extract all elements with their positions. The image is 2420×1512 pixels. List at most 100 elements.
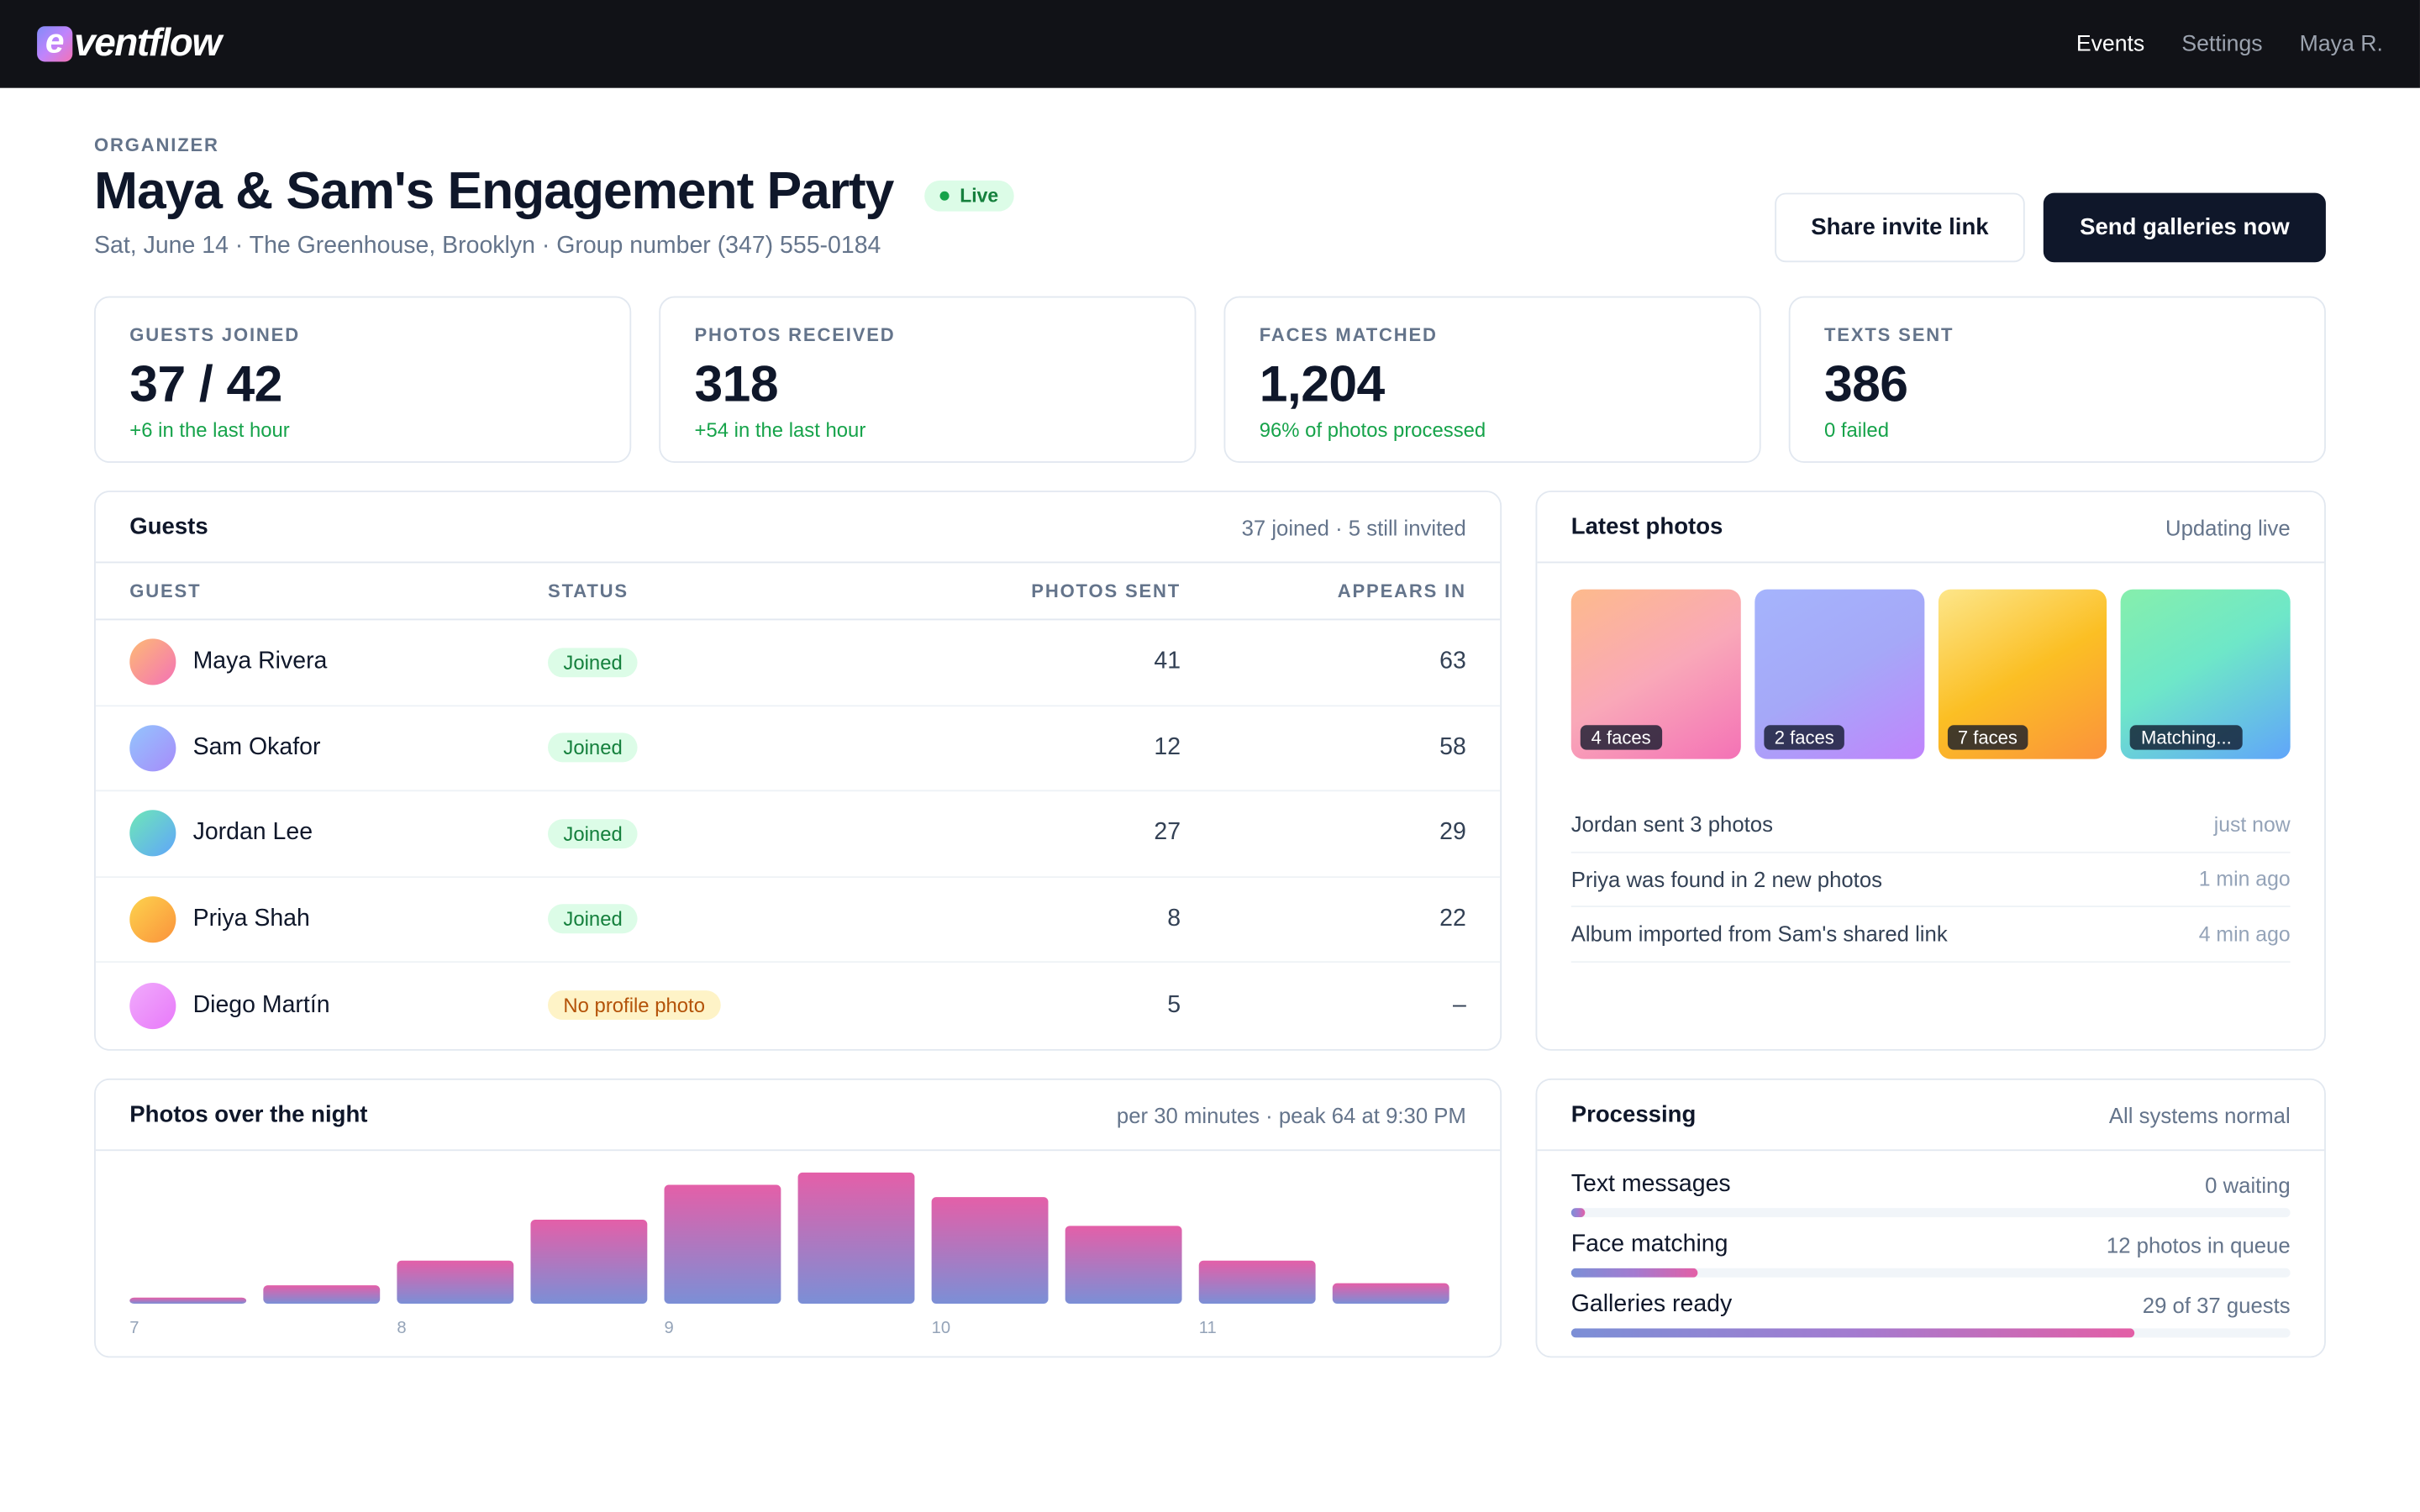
send-galleries-button[interactable]: Send galleries now (2043, 192, 2326, 263)
photo-thumbnail[interactable]: 7 faces (1937, 589, 2107, 759)
page-title: Maya & Sam's Engagement Party (94, 161, 894, 221)
header-actions: Share invite link Send galleries now (1775, 192, 2326, 263)
activity-item: Album imported from Sam's shared link 4 … (1570, 907, 2291, 963)
table-row[interactable]: Maya Rivera Joined 41 63 (95, 620, 1501, 706)
avatar (129, 982, 176, 1029)
processing-label: Text messages (1570, 1171, 1731, 1198)
top-nav: Events Settings Maya R. (2076, 32, 2383, 56)
status-badge-label: Live (960, 184, 999, 207)
chart-bar (931, 1197, 1049, 1305)
chart-tick-label: 10 (932, 1319, 950, 1337)
live-dot-icon (939, 190, 950, 200)
chart-bar (530, 1220, 648, 1305)
chart-bar (1332, 1283, 1449, 1305)
appears-in-cell: 58 (1439, 733, 1466, 761)
progress-fill (1570, 1268, 1698, 1278)
status-cell: Joined (548, 647, 887, 677)
photo-thumbnail[interactable]: 2 faces (1754, 589, 1924, 759)
stat-value: 386 (1823, 354, 1908, 412)
table-row[interactable]: Diego Martín No profile photo 5 – (96, 963, 1500, 1048)
face-count-tag: Matching... (2130, 725, 2243, 750)
processing-row-face-matching: Face matching 12 photos in queue (1570, 1231, 2291, 1278)
processing-meta: All systems normal (2108, 1102, 2291, 1127)
stat-delta: +54 in the last hour (694, 417, 866, 441)
appears-in-cell: – (1453, 991, 1466, 1018)
photos-sent-cell: 27 (1154, 819, 1181, 846)
photo-thumbnails: 4 faces 2 faces 7 faces Matching... (1537, 563, 2324, 759)
face-count-tag: 2 faces (1763, 725, 1845, 750)
appears-in-cell: 29 (1439, 819, 1466, 846)
page-eyebrow: ORGANIZER (94, 134, 219, 156)
photos-chart-card: Photos over the night per 30 minutes · p… (94, 1078, 1502, 1358)
logo-mark: e (37, 24, 73, 62)
processing-card: Processing All systems normal Text messa… (1535, 1078, 2326, 1358)
guest-name: Priya Shah (192, 905, 310, 932)
stat-label: PHOTOS RECEIVED (694, 323, 896, 346)
photos-chart-header: Photos over the night per 30 minutes · p… (95, 1080, 1501, 1152)
activity-feed: Jordan sent 3 photos just now Priya was … (1537, 759, 2324, 963)
guests-table-body: Maya Rivera Joined 41 63 Sam Okafor Join… (95, 620, 1501, 1048)
stat-label: TEXTS SENT (1823, 323, 1954, 346)
avatar (129, 638, 176, 685)
activity-time: 1 min ago (2198, 867, 2291, 891)
stat-label: FACES MATCHED (1259, 323, 1438, 346)
status-cell: Joined (548, 732, 887, 763)
guests-card-title: Guests (129, 513, 208, 540)
face-count-tag: 4 faces (1580, 725, 1662, 750)
status-badge: Live (923, 179, 1014, 211)
activity-time: just now (2213, 812, 2291, 837)
status-pill: No profile photo (548, 990, 721, 1021)
photos-bar-chart: 7 8 9 10 11 (129, 1172, 1449, 1337)
photos-sent-cell: 41 (1154, 648, 1181, 675)
guest-cell: Priya Shah (129, 895, 548, 942)
guests-card-header: Guests 37 joined · 5 still invited (95, 492, 1501, 564)
photo-thumbnail[interactable]: 4 faces (1570, 589, 1741, 759)
column-header-guest[interactable]: GUEST (129, 580, 202, 602)
nav-settings[interactable]: Settings (2181, 31, 2263, 57)
logo-text: ventflow (74, 21, 222, 66)
chart-tick-label: 11 (1199, 1319, 1217, 1337)
chart-bar (397, 1260, 514, 1305)
activity-text: Album imported from Sam's shared link (1570, 921, 1948, 947)
latest-photos-meta: Updating live (2165, 514, 2291, 539)
column-header-status[interactable]: STATUS (548, 580, 629, 602)
table-row[interactable]: Sam Okafor Joined 12 58 (95, 706, 1501, 792)
chart-bar (797, 1172, 915, 1305)
stat-card-faces-matched: FACES MATCHED 1,204 96% of photos proces… (1223, 296, 1761, 464)
share-invite-link-button[interactable]: Share invite link (1775, 192, 2025, 263)
stat-delta: 0 failed (1823, 417, 1889, 441)
processing-label: Face matching (1570, 1231, 1728, 1257)
chart-tick-label: 7 (129, 1319, 139, 1337)
logo[interactable]: e ventflow (37, 21, 222, 66)
top-navbar: e ventflow Events Settings Maya R. (0, 0, 2420, 88)
title-row: Maya & Sam's Engagement Party Live (94, 162, 1014, 223)
photos-sent-cell: 8 (1167, 905, 1181, 932)
column-header-photos-sent[interactable]: PHOTOS SENT (1031, 580, 1181, 602)
status-pill: Joined (548, 818, 639, 848)
stat-label: GUESTS JOINED (129, 323, 300, 346)
stat-delta: +6 in the last hour (129, 417, 290, 441)
chart-bar (129, 1297, 247, 1305)
chart-bar (1198, 1260, 1316, 1305)
stat-value: 37 / 42 (129, 354, 282, 412)
photos-sent-cell: 12 (1154, 733, 1181, 761)
processing-row-galleries-ready: Galleries ready 29 of 37 guests (1570, 1291, 2291, 1338)
table-row[interactable]: Priya Shah Joined 8 22 (95, 877, 1501, 963)
stat-card-photos-received: PHOTOS RECEIVED 318 +54 in the last hour (659, 296, 1197, 464)
column-header-appears-in[interactable]: APPEARS IN (1337, 580, 1466, 602)
chart-bar (263, 1285, 381, 1305)
chart-bar (664, 1184, 781, 1305)
guest-name: Maya Rivera (192, 648, 328, 675)
photo-thumbnail[interactable]: Matching... (2121, 589, 2291, 759)
guest-name: Diego Martín (192, 991, 330, 1018)
photos-chart-title: Photos over the night (129, 1101, 368, 1128)
nav-events[interactable]: Events (2075, 31, 2145, 57)
processing-label: Galleries ready (1570, 1291, 1733, 1318)
latest-photos-card: Latest photos Updating live 4 faces 2 fa… (1535, 491, 2326, 1051)
nav-user-menu[interactable]: Maya R. (2299, 31, 2383, 57)
table-row[interactable]: Jordan Lee Joined 27 29 (95, 791, 1501, 878)
progress-track (1570, 1208, 2291, 1218)
chart-tick-label: 8 (397, 1319, 406, 1337)
progress-track (1570, 1328, 2291, 1338)
